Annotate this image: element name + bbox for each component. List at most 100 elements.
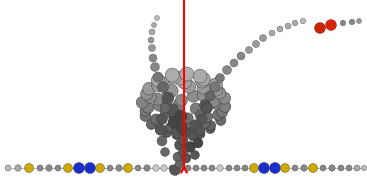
Circle shape	[172, 130, 181, 139]
Circle shape	[174, 139, 185, 150]
Circle shape	[144, 165, 150, 171]
Circle shape	[234, 165, 240, 171]
Circle shape	[218, 92, 230, 104]
Circle shape	[162, 128, 171, 137]
Circle shape	[169, 165, 175, 171]
Circle shape	[356, 19, 361, 23]
Circle shape	[259, 35, 266, 42]
Circle shape	[209, 165, 215, 171]
Circle shape	[197, 114, 207, 124]
Circle shape	[157, 136, 167, 146]
Circle shape	[210, 83, 223, 96]
Circle shape	[196, 129, 205, 139]
Circle shape	[206, 121, 215, 130]
Circle shape	[171, 128, 182, 139]
Circle shape	[320, 165, 326, 171]
Circle shape	[175, 160, 183, 168]
Circle shape	[285, 23, 291, 29]
Circle shape	[149, 54, 157, 62]
Circle shape	[175, 94, 188, 106]
Circle shape	[197, 81, 210, 94]
Circle shape	[338, 165, 344, 171]
Circle shape	[140, 111, 151, 121]
Circle shape	[219, 101, 231, 112]
Circle shape	[25, 163, 33, 173]
Circle shape	[226, 165, 232, 171]
Circle shape	[156, 114, 167, 125]
Circle shape	[160, 103, 170, 113]
Circle shape	[186, 127, 196, 136]
Circle shape	[136, 97, 148, 108]
Circle shape	[213, 87, 226, 99]
Circle shape	[167, 70, 181, 84]
Circle shape	[354, 165, 360, 171]
Circle shape	[190, 103, 201, 114]
Circle shape	[153, 100, 165, 111]
Circle shape	[142, 102, 154, 113]
Circle shape	[63, 163, 73, 173]
Circle shape	[346, 165, 352, 171]
Circle shape	[178, 132, 188, 140]
Circle shape	[152, 79, 165, 92]
Circle shape	[150, 63, 160, 71]
Circle shape	[340, 20, 346, 26]
Circle shape	[153, 72, 163, 82]
Circle shape	[153, 116, 163, 126]
Circle shape	[197, 89, 210, 101]
Circle shape	[95, 163, 105, 173]
Circle shape	[180, 67, 194, 81]
Circle shape	[292, 165, 298, 171]
Circle shape	[252, 40, 259, 47]
Circle shape	[200, 118, 210, 128]
Circle shape	[146, 119, 156, 129]
Circle shape	[153, 165, 159, 171]
Circle shape	[189, 126, 199, 136]
Circle shape	[178, 135, 188, 145]
Circle shape	[46, 165, 52, 171]
Circle shape	[177, 122, 188, 133]
Circle shape	[149, 44, 156, 51]
Circle shape	[315, 22, 326, 33]
Circle shape	[181, 153, 191, 163]
Circle shape	[149, 29, 155, 35]
Circle shape	[143, 82, 156, 95]
Circle shape	[156, 77, 170, 90]
Circle shape	[201, 165, 207, 171]
Circle shape	[177, 165, 183, 171]
Circle shape	[269, 30, 275, 36]
Circle shape	[178, 147, 188, 156]
Circle shape	[165, 68, 179, 82]
Circle shape	[269, 163, 280, 174]
Circle shape	[292, 20, 298, 26]
Circle shape	[173, 71, 186, 85]
Circle shape	[196, 75, 209, 88]
Circle shape	[309, 163, 317, 173]
Circle shape	[329, 165, 335, 171]
Circle shape	[188, 131, 198, 141]
Circle shape	[193, 69, 207, 83]
Circle shape	[195, 110, 205, 120]
Circle shape	[208, 95, 220, 107]
Circle shape	[161, 165, 167, 171]
Circle shape	[165, 123, 175, 132]
Circle shape	[135, 165, 141, 171]
Circle shape	[160, 147, 170, 156]
Circle shape	[162, 92, 174, 104]
Circle shape	[361, 166, 367, 170]
Circle shape	[178, 76, 191, 89]
Circle shape	[148, 37, 154, 43]
Circle shape	[242, 165, 248, 171]
Circle shape	[155, 125, 165, 134]
Circle shape	[301, 165, 307, 171]
Circle shape	[166, 104, 178, 116]
Circle shape	[205, 91, 215, 101]
Circle shape	[152, 93, 164, 105]
Circle shape	[173, 152, 183, 162]
Circle shape	[246, 46, 252, 53]
Circle shape	[193, 138, 203, 148]
Circle shape	[172, 122, 181, 131]
Circle shape	[193, 165, 199, 171]
Circle shape	[195, 126, 205, 136]
Circle shape	[157, 81, 168, 92]
Circle shape	[300, 18, 306, 24]
